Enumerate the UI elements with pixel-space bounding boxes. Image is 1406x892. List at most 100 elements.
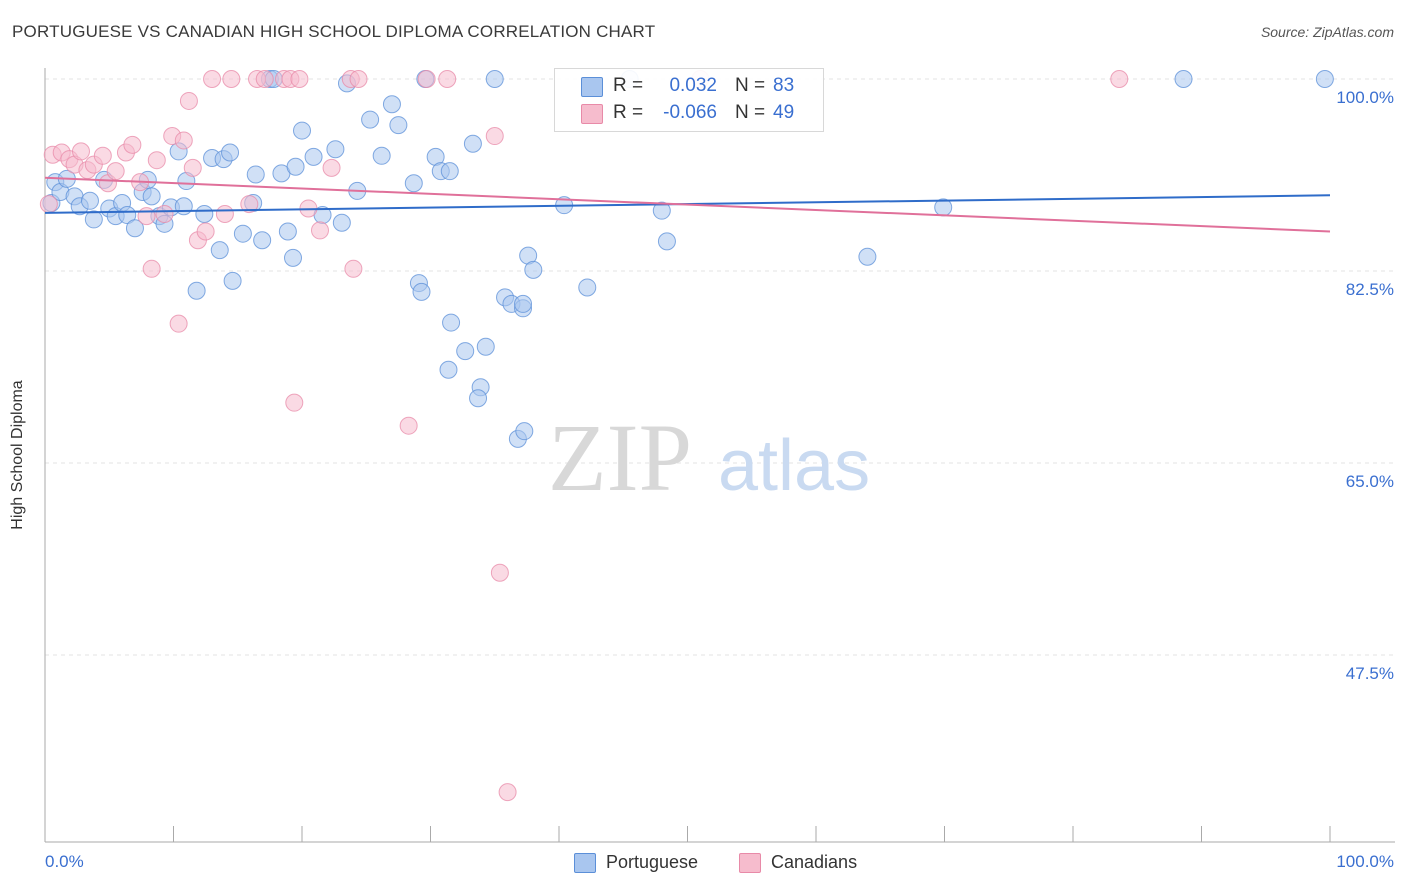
portuguese-point <box>515 422 534 441</box>
chart-title: PORTUGUESE VS CANADIAN HIGH SCHOOL DIPLO… <box>12 22 656 41</box>
canadians-point <box>179 91 198 110</box>
portuguese-point <box>210 241 229 260</box>
r-value: -0.066 <box>663 102 717 123</box>
portuguese-point <box>442 313 461 332</box>
canadians-point <box>485 127 504 146</box>
n-label: N = <box>735 102 766 123</box>
canadians-point <box>71 142 90 161</box>
canadians-point <box>322 158 341 177</box>
portuguese-point <box>195 204 214 223</box>
canadians-point <box>106 162 125 181</box>
canadians-point <box>123 135 142 154</box>
portuguese-point <box>286 157 305 176</box>
portuguese-point <box>439 360 458 379</box>
portuguese-point <box>125 219 144 238</box>
canadians-point <box>349 70 368 88</box>
canadians-point <box>137 207 156 226</box>
portuguese-point <box>304 147 323 166</box>
watermark-atlas: atlas <box>718 426 870 506</box>
canadians-point <box>196 222 215 241</box>
legend-row-portuguese: R = 0.032 N = 83 <box>555 74 823 100</box>
canadians-point <box>290 70 309 88</box>
canadians-point <box>255 70 274 88</box>
legend-label-portuguese: Portuguese <box>606 852 699 872</box>
portuguese-swatch <box>574 853 596 873</box>
canadians-point <box>240 195 259 214</box>
r-value: 0.032 <box>669 75 717 96</box>
canadians-point <box>490 563 509 582</box>
canadians-point <box>215 204 234 223</box>
y-tick-label: 100.0% <box>1336 88 1394 107</box>
portuguese-point <box>246 165 265 184</box>
y-tick-label: 82.5% <box>1345 280 1394 299</box>
portuguese-point <box>858 247 877 266</box>
r-label: R = <box>613 102 644 123</box>
portuguese-point <box>221 143 240 162</box>
portuguese-point <box>223 271 242 290</box>
canadians-swatch <box>739 853 761 873</box>
portuguese-point <box>253 231 272 250</box>
portuguese-point <box>80 191 99 210</box>
canadians-point <box>183 158 202 177</box>
n-value: 49 <box>773 102 795 123</box>
x-tick-label-max: 100.0% <box>1336 852 1394 871</box>
portuguese-point <box>514 294 533 313</box>
portuguese-point <box>187 281 206 300</box>
portuguese-point <box>326 140 345 159</box>
portuguese-point <box>332 213 351 232</box>
stats-legend: R = 0.032 N = 83 R = -0.066 N = 49 <box>554 68 824 132</box>
portuguese-point <box>142 187 161 206</box>
trend-lines <box>44 176 1331 233</box>
y-tick-label: 47.5% <box>1345 664 1394 683</box>
canadians-point <box>203 70 222 88</box>
legend-row-canadians: R = -0.066 N = 49 <box>555 101 823 127</box>
portuguese-point <box>469 389 488 408</box>
portuguese-point <box>361 110 380 129</box>
y-tick-label: 65.0% <box>1345 472 1394 491</box>
canadians-point <box>344 259 363 278</box>
portuguese-point <box>389 116 408 135</box>
portuguese-point <box>233 224 252 243</box>
canadians-point <box>399 416 418 435</box>
portuguese-point <box>404 174 423 193</box>
canadians-point <box>417 70 436 88</box>
canadians-point <box>39 195 58 214</box>
portuguese-point <box>440 162 459 181</box>
canadians-point <box>222 70 241 88</box>
portuguese-point <box>463 134 482 153</box>
watermark-zip: ZIP <box>548 404 692 511</box>
portuguese-point <box>578 278 597 297</box>
canadians-point <box>310 221 329 240</box>
portuguese-point <box>456 342 475 361</box>
portuguese-point <box>293 121 311 140</box>
n-value: 83 <box>773 75 795 96</box>
portuguese-point <box>84 210 103 229</box>
portuguese-swatch <box>581 77 603 97</box>
canadians-point <box>438 70 457 88</box>
portuguese-point <box>284 248 303 267</box>
canadians-trend-line <box>44 176 1331 233</box>
canadians-point <box>1110 70 1129 88</box>
n-label: N = <box>735 75 766 96</box>
portuguese-point <box>1174 70 1193 88</box>
portuguese-point <box>652 201 671 220</box>
canadians-point <box>498 783 517 802</box>
canadians-point <box>93 146 112 165</box>
portuguese-point <box>174 197 193 216</box>
x-tick-label-min: 0.0% <box>45 852 84 871</box>
canadians-point <box>169 314 188 333</box>
portuguese-point <box>412 282 431 301</box>
legend-label-canadians: Canadians <box>771 852 858 872</box>
r-label: R = <box>613 75 644 96</box>
canadians-point <box>142 259 161 278</box>
canadians-point <box>174 131 193 150</box>
chart-source: Source: ZipAtlas.com <box>1260 24 1394 40</box>
canadians-point <box>285 393 304 412</box>
portuguese-point <box>524 260 543 279</box>
portuguese-point <box>485 70 504 88</box>
canadians-point <box>155 204 174 223</box>
portuguese-point <box>372 146 391 165</box>
portuguese-point <box>278 222 297 241</box>
portuguese-point <box>476 337 495 356</box>
